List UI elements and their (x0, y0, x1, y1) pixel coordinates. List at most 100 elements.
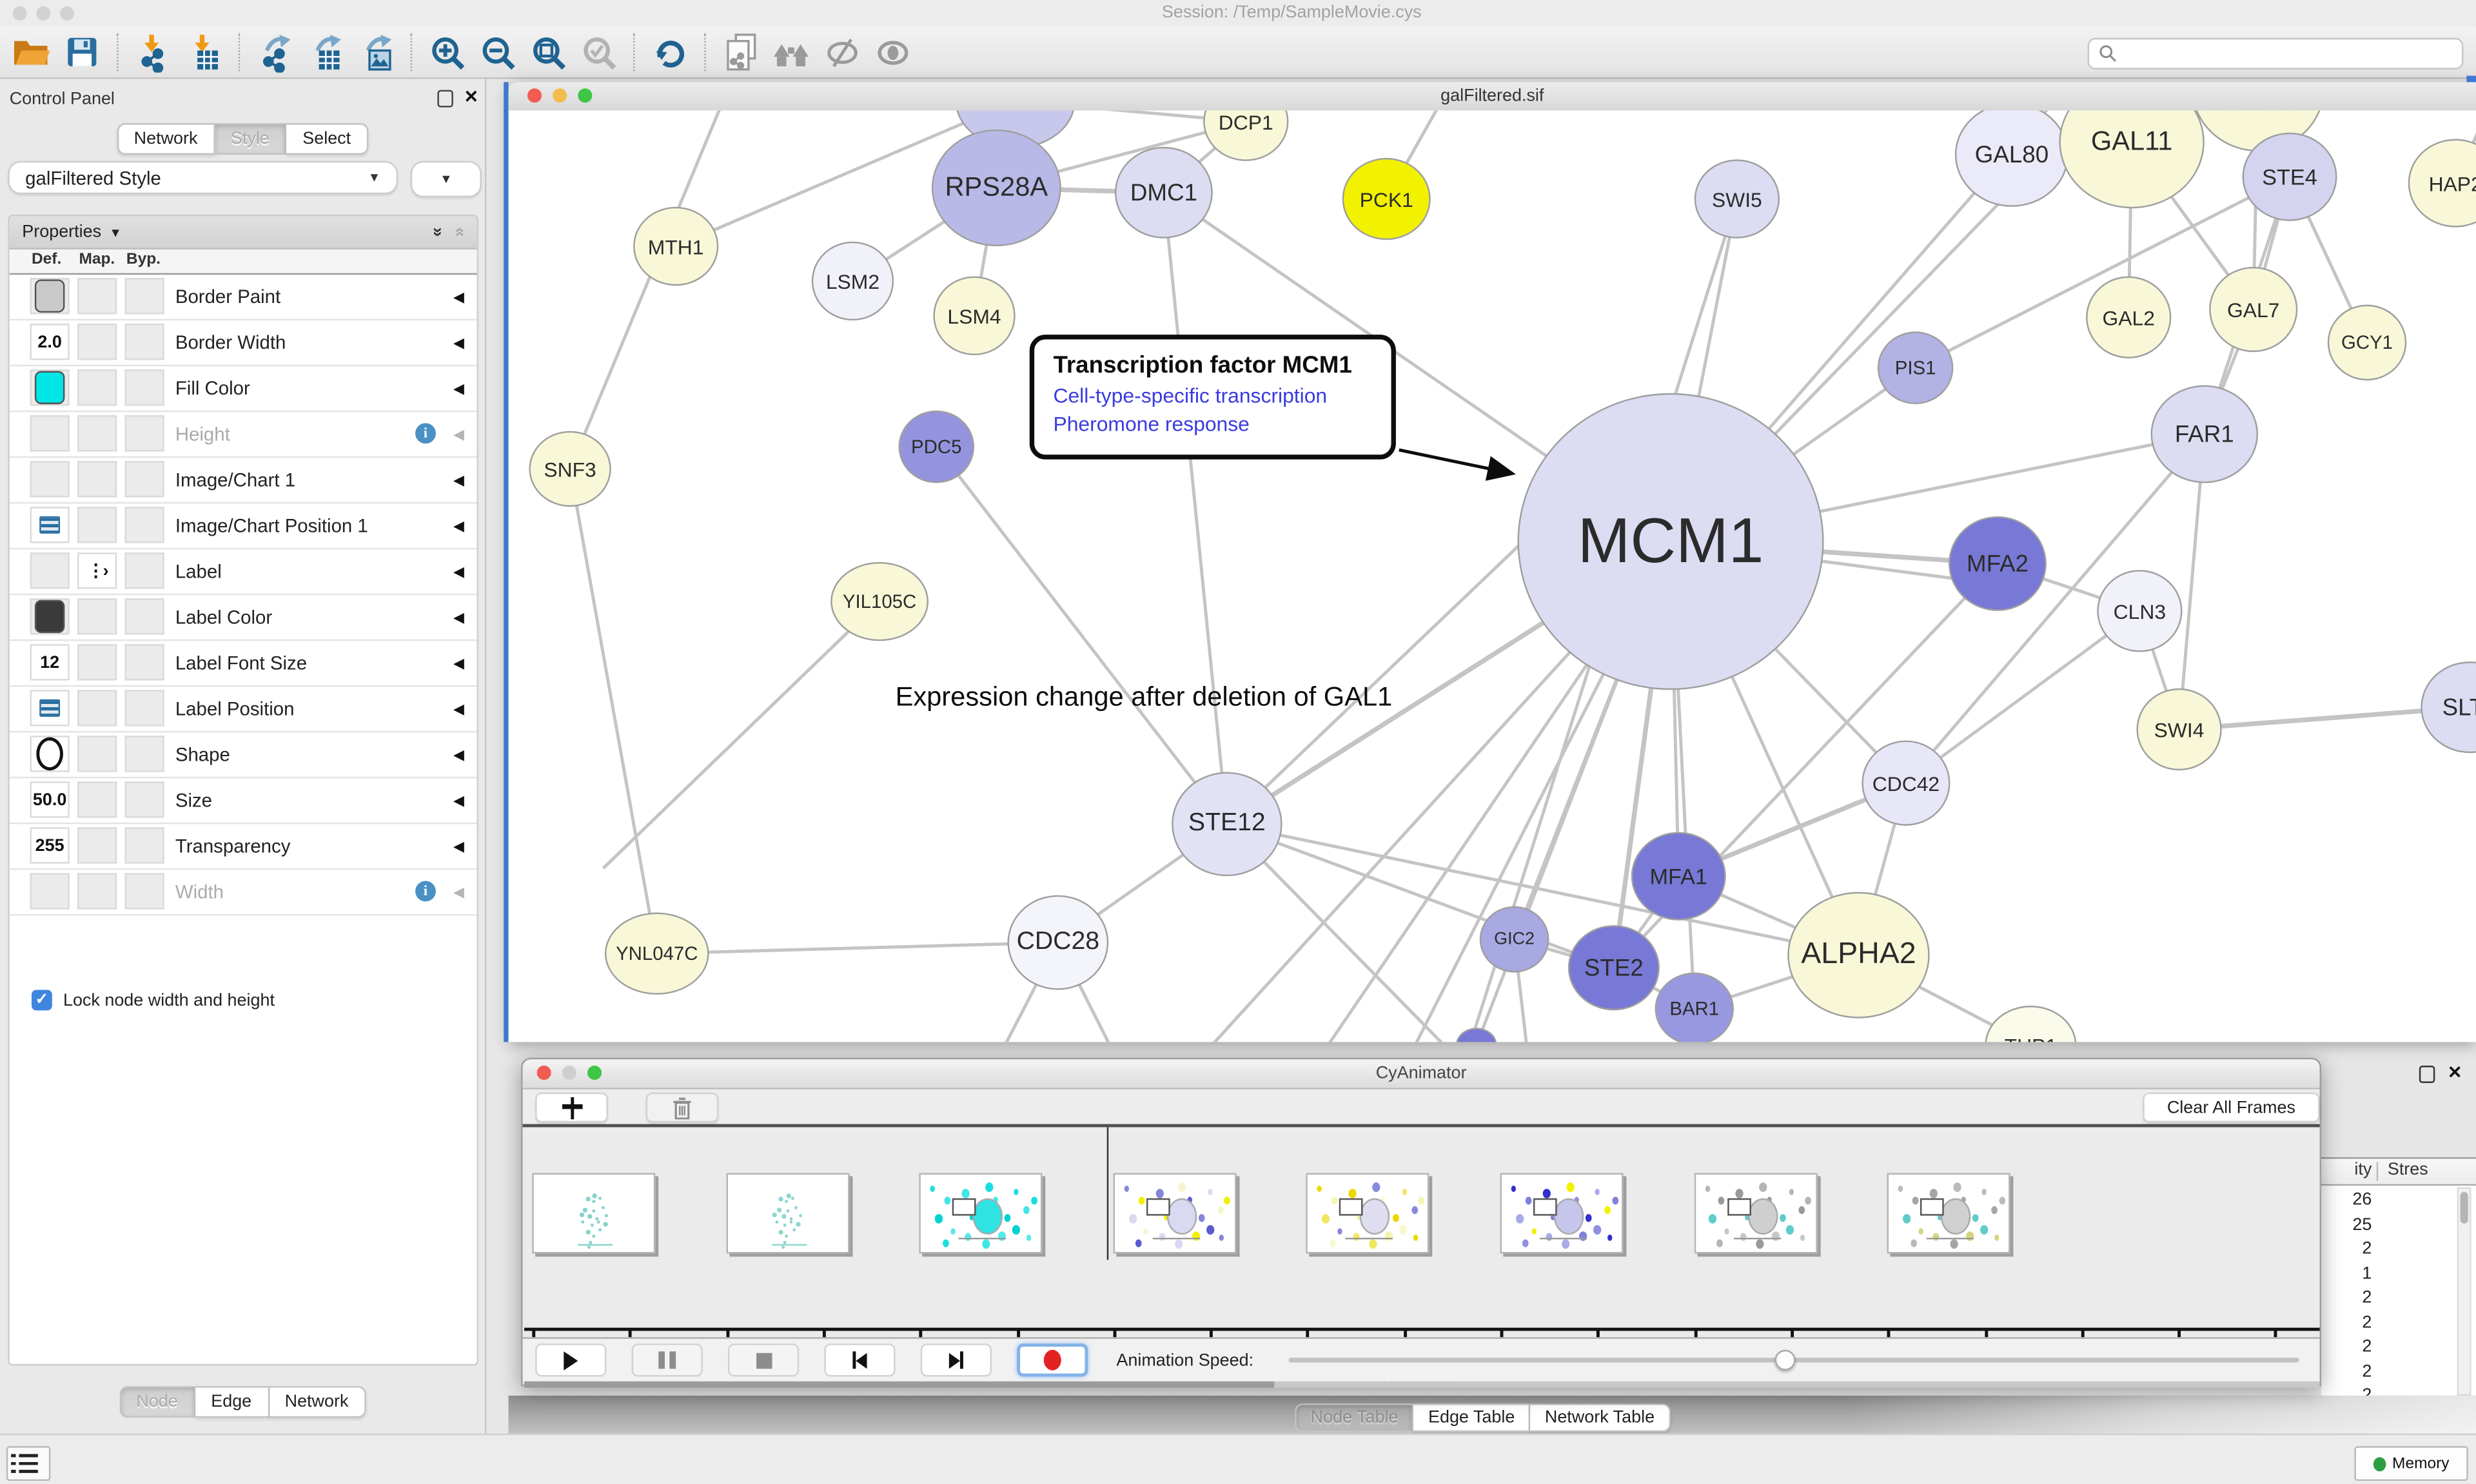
clear-all-frames-button[interactable]: Clear All Frames (2143, 1092, 2320, 1123)
default-value-cell[interactable] (30, 278, 70, 315)
default-value-cell[interactable] (30, 690, 70, 727)
search-box[interactable] (2087, 37, 2464, 70)
table-cell-value[interactable]: 2 (2362, 1288, 2372, 1307)
collapse-arrow-icon[interactable]: ◀ (453, 289, 465, 305)
bypass-cell[interactable] (124, 598, 164, 635)
tab-select[interactable]: Select (286, 123, 369, 155)
animation-speed-slider[interactable] (1288, 1349, 2299, 1371)
property-row-border-paint[interactable]: Border Paint ◀ (9, 275, 477, 321)
open-session-folder-icon[interactable] (8, 32, 55, 73)
style-options-button[interactable]: ▼ (410, 161, 482, 198)
column-header-partial[interactable]: ity (2354, 1160, 2372, 1180)
network-node-ste12[interactable]: STE12 (1172, 772, 1282, 877)
save-session-floppy-icon[interactable] (59, 32, 106, 73)
table-cell-value[interactable]: 2 (2362, 1362, 2372, 1381)
tab-network[interactable]: Network (269, 1386, 366, 1418)
bypass-cell[interactable] (124, 369, 164, 406)
bypass-cell[interactable] (124, 781, 164, 818)
play-button[interactable] (535, 1343, 607, 1377)
mapping-cell[interactable] (77, 873, 117, 910)
collapse-arrow-icon[interactable]: ◀ (453, 884, 465, 900)
collapse-arrow-icon[interactable]: ◀ (453, 380, 465, 396)
default-value-cell[interactable] (30, 369, 70, 406)
frame-thumbnail-t1[interactable] (725, 1173, 849, 1254)
zoom-selected-disabled-icon[interactable] (575, 32, 622, 73)
panel-menu-button[interactable] (6, 1446, 51, 1481)
import-table-icon[interactable] (180, 32, 227, 73)
mapping-cell[interactable] (77, 415, 117, 452)
pause-button[interactable] (631, 1343, 703, 1377)
bypass-cell[interactable] (124, 507, 164, 543)
bypass-cell[interactable] (124, 552, 164, 589)
collapse-all-icon[interactable]: » (449, 227, 469, 237)
frame-thumbnail-t0[interactable] (532, 1173, 656, 1254)
network-node-lsm4[interactable]: LSM4 (933, 276, 1016, 356)
bypass-cell[interactable] (124, 690, 164, 727)
tab-style[interactable]: Style (215, 123, 287, 155)
network-node-dmc1[interactable]: DMC1 (1114, 146, 1213, 239)
search-input[interactable] (2123, 39, 2462, 68)
default-value-cell[interactable]: 50.0 (30, 781, 70, 818)
zoom-traffic-light[interactable] (578, 88, 593, 103)
network-node-gal2[interactable]: GAL2 (2086, 276, 2172, 358)
mapping-cell[interactable] (77, 369, 117, 406)
checkbox-checked-icon[interactable]: ✓ (31, 990, 52, 1011)
property-row-width[interactable]: Width i ◀ (9, 870, 477, 916)
network-node-yil105c[interactable]: YIL105C (830, 561, 929, 641)
network-node-gcy1[interactable]: GCY1 (2327, 304, 2407, 381)
annotation-text[interactable]: Expression change after deletion of GAL1 (895, 681, 1393, 712)
property-row-label[interactable]: ⋮› Label ◀ (9, 549, 477, 596)
default-value-cell[interactable] (30, 736, 70, 772)
collapse-arrow-icon[interactable]: ◀ (453, 518, 465, 534)
collapse-arrow-icon[interactable]: ◀ (453, 335, 465, 351)
skip-to-start-button[interactable] (824, 1343, 896, 1377)
network-node-swi4[interactable]: SWI4 (2136, 688, 2222, 771)
timeline-scrollbar[interactable] (524, 1381, 2320, 1388)
annotation-link[interactable]: Cell-type-specific transcription (1053, 384, 1328, 407)
network-node-cdc42[interactable]: CDC42 (1862, 740, 1950, 826)
zoom-out-icon[interactable] (474, 32, 521, 73)
property-row-image-chart-1[interactable]: Image/Chart 1 ◀ (9, 458, 477, 504)
float-window-icon[interactable] (2419, 1066, 2435, 1084)
network-window-titlebar[interactable]: galFiltered.sif (508, 82, 2476, 112)
mapping-cell[interactable] (77, 827, 117, 864)
mapping-cell[interactable] (77, 507, 117, 543)
annotation-link[interactable]: Pheromone response (1053, 412, 1250, 436)
property-row-label-color[interactable]: Label Color ◀ (9, 595, 477, 641)
network-node-mth1[interactable]: MTH1 (633, 206, 719, 286)
default-value-cell[interactable] (30, 507, 70, 543)
collapse-arrow-icon[interactable]: ◀ (453, 701, 465, 717)
zoom-traffic-light[interactable] (60, 6, 75, 21)
network-node-pck1[interactable]: PCK1 (1342, 157, 1431, 240)
bypass-cell[interactable] (124, 873, 164, 910)
network-node-gic2[interactable]: GIC2 (1479, 906, 1549, 973)
network-node-ste2[interactable]: STE2 (1567, 925, 1660, 1011)
annotation-box[interactable]: Transcription factor MCM1 Cell-type-spec… (1029, 335, 1396, 460)
scrollbar-thumb[interactable] (524, 1381, 1275, 1388)
export-table-icon[interactable] (302, 32, 349, 73)
network-node-ste4[interactable]: STE4 (2242, 132, 2337, 221)
skip-to-end-button[interactable] (920, 1343, 992, 1377)
collapse-arrow-icon[interactable]: ◀ (453, 563, 465, 580)
bypass-cell[interactable] (124, 644, 164, 681)
add-frame-button[interactable] (535, 1092, 608, 1123)
close-traffic-light[interactable] (527, 88, 542, 103)
property-row-fill-color[interactable]: Fill Color ◀ (9, 366, 477, 413)
close-traffic-light[interactable] (536, 1066, 551, 1080)
network-node-ynl047c[interactable]: YNL047C (604, 912, 709, 995)
close-panel-icon[interactable]: ✕ (464, 88, 479, 108)
frame-thumbnail-t3[interactable] (1113, 1173, 1237, 1254)
frame-thumbnail-t4[interactable] (1306, 1173, 1430, 1254)
default-value-cell[interactable]: 2.0 (30, 324, 70, 360)
property-row-shape[interactable]: Shape ◀ (9, 732, 477, 779)
network-node-alpha2[interactable]: ALPHA2 (1787, 892, 1930, 1019)
cyanimator-titlebar[interactable]: CyAnimator (522, 1059, 2320, 1089)
collapse-arrow-icon[interactable]: ◀ (453, 747, 465, 763)
info-icon[interactable]: i (415, 423, 436, 444)
property-row-image-chart-position-1[interactable]: Image/Chart Position 1 ◀ (9, 503, 477, 550)
default-value-cell[interactable] (30, 415, 70, 452)
table-cell-value[interactable]: 26 (2352, 1190, 2372, 1209)
tab-node-table[interactable]: Node Table (1295, 1403, 1414, 1432)
default-value-cell[interactable] (30, 598, 70, 635)
default-value-cell[interactable]: 255 (30, 827, 70, 864)
